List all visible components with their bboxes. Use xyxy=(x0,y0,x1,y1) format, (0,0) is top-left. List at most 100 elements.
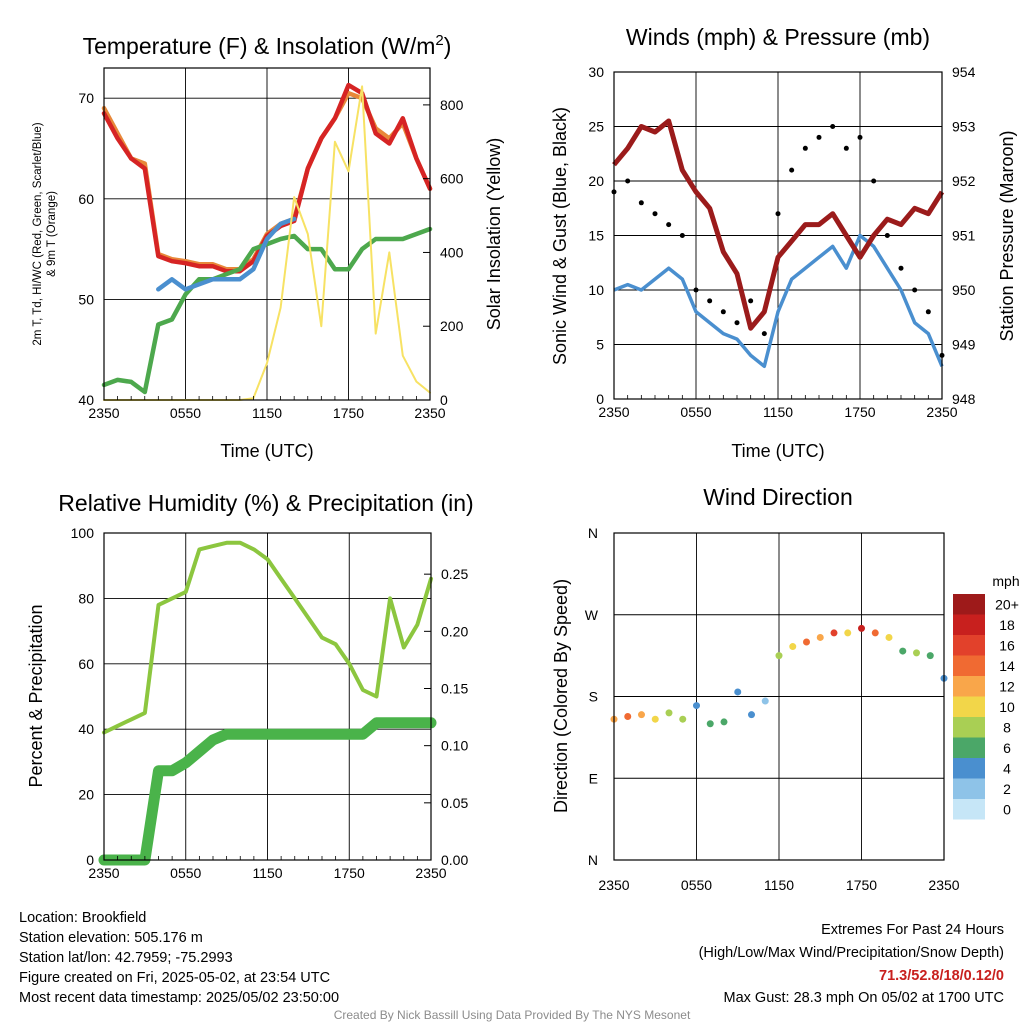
y-tick-label: 10 xyxy=(588,282,604,298)
x-tick-label: 2350 xyxy=(928,877,959,893)
colorbar-label: 12 xyxy=(999,678,1015,694)
gust-point xyxy=(707,298,713,304)
direction-point xyxy=(858,624,865,632)
temperature-ticks: 2350 0550 1150 1750 235040506070020040060080… xyxy=(78,90,463,421)
wind-line xyxy=(613,233,944,369)
x-tick-label: 1150 xyxy=(763,404,793,420)
y2-tick-label: 954 xyxy=(952,64,976,80)
colorbar-swatch xyxy=(953,676,985,697)
y2-tick-label: 800 xyxy=(440,97,464,113)
direction-point xyxy=(926,652,934,660)
gust-point xyxy=(666,222,672,228)
y-tick-label: 20 xyxy=(588,173,604,189)
colorbar-swatch xyxy=(953,778,985,799)
direction-point xyxy=(693,702,700,710)
direction-point xyxy=(638,711,645,719)
y-tick-label: N xyxy=(588,525,598,541)
gust-point xyxy=(652,211,658,217)
direction-point xyxy=(775,652,783,660)
gust-point xyxy=(638,200,644,206)
direction-point xyxy=(748,711,755,719)
direction-point xyxy=(803,638,810,646)
winds-ylabel-left: Sonic Wind & Gust (Blue, Black) xyxy=(550,107,570,365)
direction-point xyxy=(830,629,838,637)
wind-direction-grid xyxy=(613,532,945,861)
x-tick-label: 0550 xyxy=(681,877,712,893)
y-tick-label: W xyxy=(585,607,599,623)
colorbar-label: 8 xyxy=(1003,719,1011,735)
winds-panel: Winds (mph) & Pressure (mb) 2350 0550 1150… xyxy=(550,24,1017,461)
gust-point xyxy=(789,167,795,173)
colorbar-label: 10 xyxy=(999,699,1015,715)
x-tick-label: 2350 xyxy=(415,865,446,881)
extremes-title: Extremes For Past 24 Hours xyxy=(821,922,1004,938)
x-tick-label: 1150 xyxy=(252,405,282,421)
y2-tick-label: 950 xyxy=(952,282,976,298)
x-tick-label: 1750 xyxy=(333,405,364,421)
wind-direction-series xyxy=(610,624,948,728)
gust-point xyxy=(748,298,754,304)
temperature-ylabel-left-1: 2m T, Td, HI/WC (Red, Green, Scarlet/Blu… xyxy=(32,122,44,345)
colorbar-swatch xyxy=(953,799,985,820)
footer-recent: Most recent data timestamp: 2025/05/02 2… xyxy=(19,990,339,1006)
direction-point xyxy=(844,629,852,637)
colorbar-title: mph xyxy=(992,573,1019,589)
humidity-series xyxy=(98,540,437,866)
gust-point xyxy=(912,287,918,293)
y2-tick-label: 951 xyxy=(952,228,976,244)
gust-point xyxy=(693,287,699,293)
winds-ylabel-right: Station Pressure (Maroon) xyxy=(997,130,1017,341)
gust-point xyxy=(898,265,904,271)
colorbar-swatch xyxy=(953,594,985,615)
wind-direction-title: Wind Direction xyxy=(703,484,853,510)
footer-location: Location: Brookfield xyxy=(19,910,146,926)
y2-tick-label: 0.00 xyxy=(441,852,468,868)
gust-point xyxy=(843,145,849,151)
colorbar-label: 18 xyxy=(999,617,1015,633)
x-tick-label: 1750 xyxy=(334,865,365,881)
colorbar-label: 0 xyxy=(1003,801,1011,817)
direction-point xyxy=(679,715,687,723)
winds-frame xyxy=(613,71,943,400)
direction-point xyxy=(913,649,920,657)
max-gust: Max Gust: 28.3 mph On 05/02 at 1700 UTC xyxy=(724,990,1004,1006)
y-tick-label: 50 xyxy=(78,291,94,307)
direction-point xyxy=(885,633,893,641)
x-tick-label: 0550 xyxy=(170,405,201,421)
gust-point xyxy=(884,233,890,238)
colorbar-swatch xyxy=(953,758,985,779)
y2-tick-label: 0.15 xyxy=(441,680,468,696)
colorbar-label: 4 xyxy=(1003,760,1011,776)
temperature-xlabel: Time (UTC) xyxy=(220,441,313,461)
precipitation-line xyxy=(98,717,437,866)
colorbar-label: 16 xyxy=(999,637,1015,653)
y-tick-label: N xyxy=(588,852,598,868)
y2-tick-label: 949 xyxy=(952,337,976,353)
x-tick-label: 0550 xyxy=(680,404,711,420)
winds-title: Winds (mph) & Pressure (mb) xyxy=(626,24,930,50)
direction-point xyxy=(816,633,824,641)
humidity-panel: Relative Humidity (%) & Precipitation (i… xyxy=(26,490,474,881)
y2-tick-label: 200 xyxy=(440,318,464,334)
gust-point xyxy=(816,134,822,140)
gust-point xyxy=(857,134,863,140)
winds-series xyxy=(611,118,945,369)
x-tick-label: 2350 xyxy=(414,405,445,421)
colorbar-label: 6 xyxy=(1003,740,1011,756)
colorbar-swatch xyxy=(953,614,985,635)
colorbar-swatch xyxy=(953,696,985,717)
y2-tick-label: 600 xyxy=(440,171,464,187)
gust-point xyxy=(871,178,877,184)
credit: Created By Nick Bassill Using Data Provi… xyxy=(334,1008,691,1022)
y2-tick-label: 0.25 xyxy=(441,566,468,582)
wind-direction-ylabel: Direction (Colored By Speed) xyxy=(551,579,571,813)
y-tick-label: 5 xyxy=(596,337,604,353)
footer-elevation: Station elevation: 505.176 m xyxy=(19,930,203,946)
x-tick-label: 2350 xyxy=(88,865,119,881)
x-tick-label: 2350 xyxy=(598,877,629,893)
gust-point xyxy=(802,145,808,151)
x-tick-label: 2350 xyxy=(926,404,957,420)
humidity-ticks: 2350 0550 1150 1750 23500204060801000.000.05… xyxy=(71,525,469,881)
footer-created: Figure created on Fri, 2025-05-02, at 23… xyxy=(19,970,330,986)
